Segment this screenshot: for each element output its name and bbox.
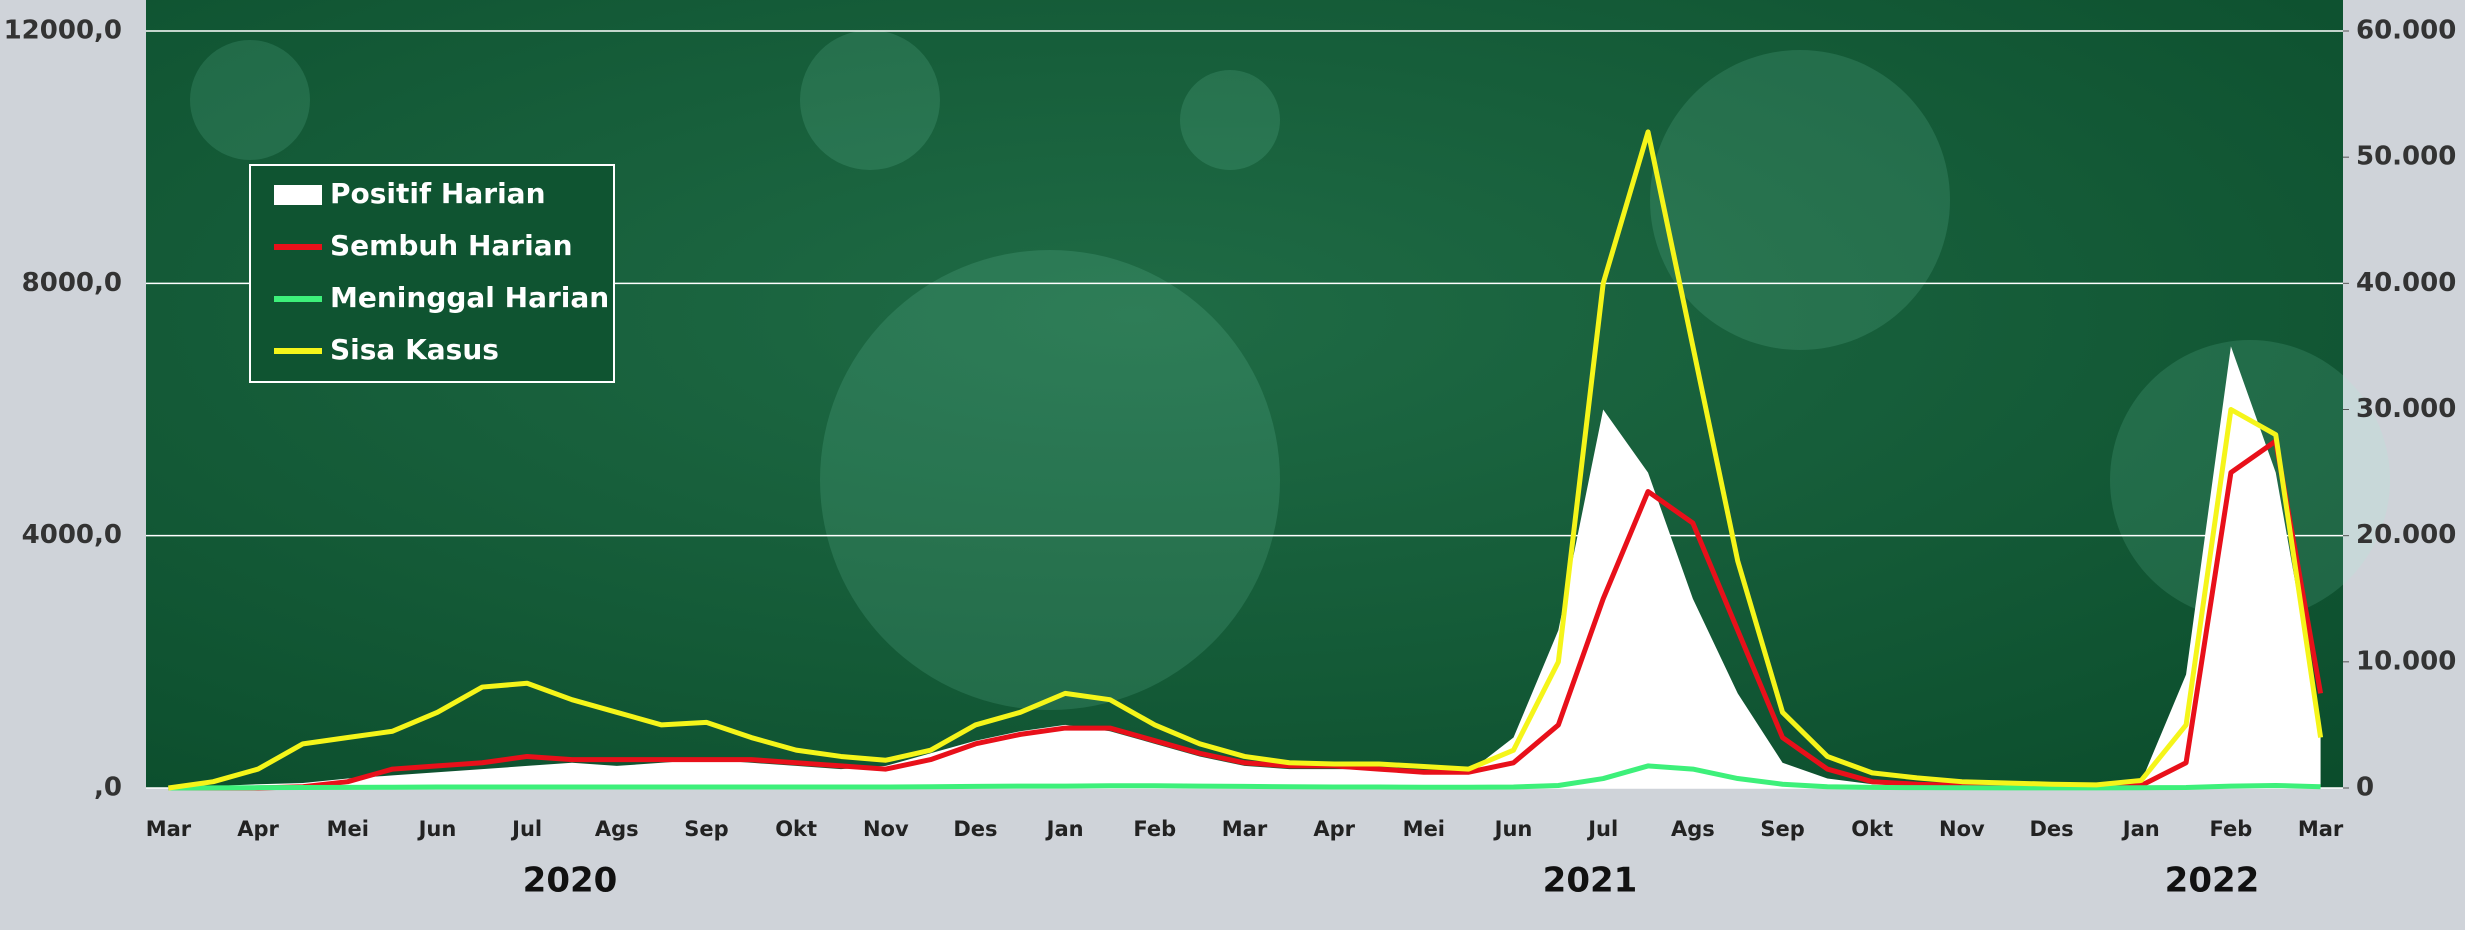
legend-label: Meninggal Harian xyxy=(330,281,609,314)
x-tick-label: Jun xyxy=(417,817,457,841)
y-tick-label: ,0 xyxy=(94,773,122,803)
decoration xyxy=(190,30,2390,710)
x-tick-label: Jun xyxy=(1493,817,1533,841)
x-tick-label: Jan xyxy=(1045,817,1084,841)
x-tick-label: Mar xyxy=(1222,817,1268,841)
legend-label: Sisa Kasus xyxy=(330,333,499,366)
x-tick-label: Sep xyxy=(684,817,728,841)
x-tick-label: Okt xyxy=(1851,817,1893,841)
x-tick-label: Jul xyxy=(1586,817,1618,841)
x-tick-label: Mar xyxy=(2298,817,2344,841)
y2-tick-label: 30.000 xyxy=(2356,394,2456,424)
year-label: 2021 xyxy=(1543,861,1638,901)
x-tick-label: Des xyxy=(953,817,997,841)
x-tick-label: Jul xyxy=(510,817,542,841)
y2-tick-label: 40.000 xyxy=(2356,268,2456,298)
y2-tick-label: 60.000 xyxy=(2356,16,2456,46)
line xyxy=(168,763,2321,791)
x-tick-label: Sep xyxy=(1760,817,1804,841)
x-tick-label: Nov xyxy=(1939,817,1985,841)
year-label: 2020 xyxy=(523,861,618,901)
y-tick-label: 8000,0 xyxy=(22,268,122,298)
y2-tick-label: 20.000 xyxy=(2356,520,2456,550)
x-tick-label: Okt xyxy=(775,817,817,841)
x-tick-label: Apr xyxy=(237,817,279,841)
legend-label: Sembuh Harian xyxy=(330,229,573,262)
line xyxy=(168,129,2324,791)
year-label: 2022 xyxy=(2165,861,2260,901)
x-tick-label: Ags xyxy=(595,817,639,841)
x-tick-label: Feb xyxy=(2210,817,2253,841)
y-tick-label: 4000,0 xyxy=(22,520,122,550)
y2-tick-label: 10.000 xyxy=(2356,646,2456,676)
y2-tick-label: 0 xyxy=(2356,773,2374,803)
x-tick-label: Mei xyxy=(1403,817,1445,841)
plot-area xyxy=(146,0,2343,788)
x-tick-label: Apr xyxy=(1313,817,1355,841)
x-tick-label: Mar xyxy=(146,817,192,841)
x-tick-label: Jan xyxy=(2121,817,2160,841)
x-tick-label: Feb xyxy=(1133,817,1176,841)
x-tick-label: Mei xyxy=(327,817,369,841)
legend-swatch xyxy=(274,185,322,205)
legend-label: Positif Harian xyxy=(330,177,546,210)
y2-tick-label: 50.000 xyxy=(2356,142,2456,172)
x-tick-label: Nov xyxy=(863,817,909,841)
y-tick-label: 12000,0 xyxy=(4,16,122,46)
x-tick-label: Ags xyxy=(1671,817,1715,841)
x-tick-label: Des xyxy=(2029,817,2073,841)
